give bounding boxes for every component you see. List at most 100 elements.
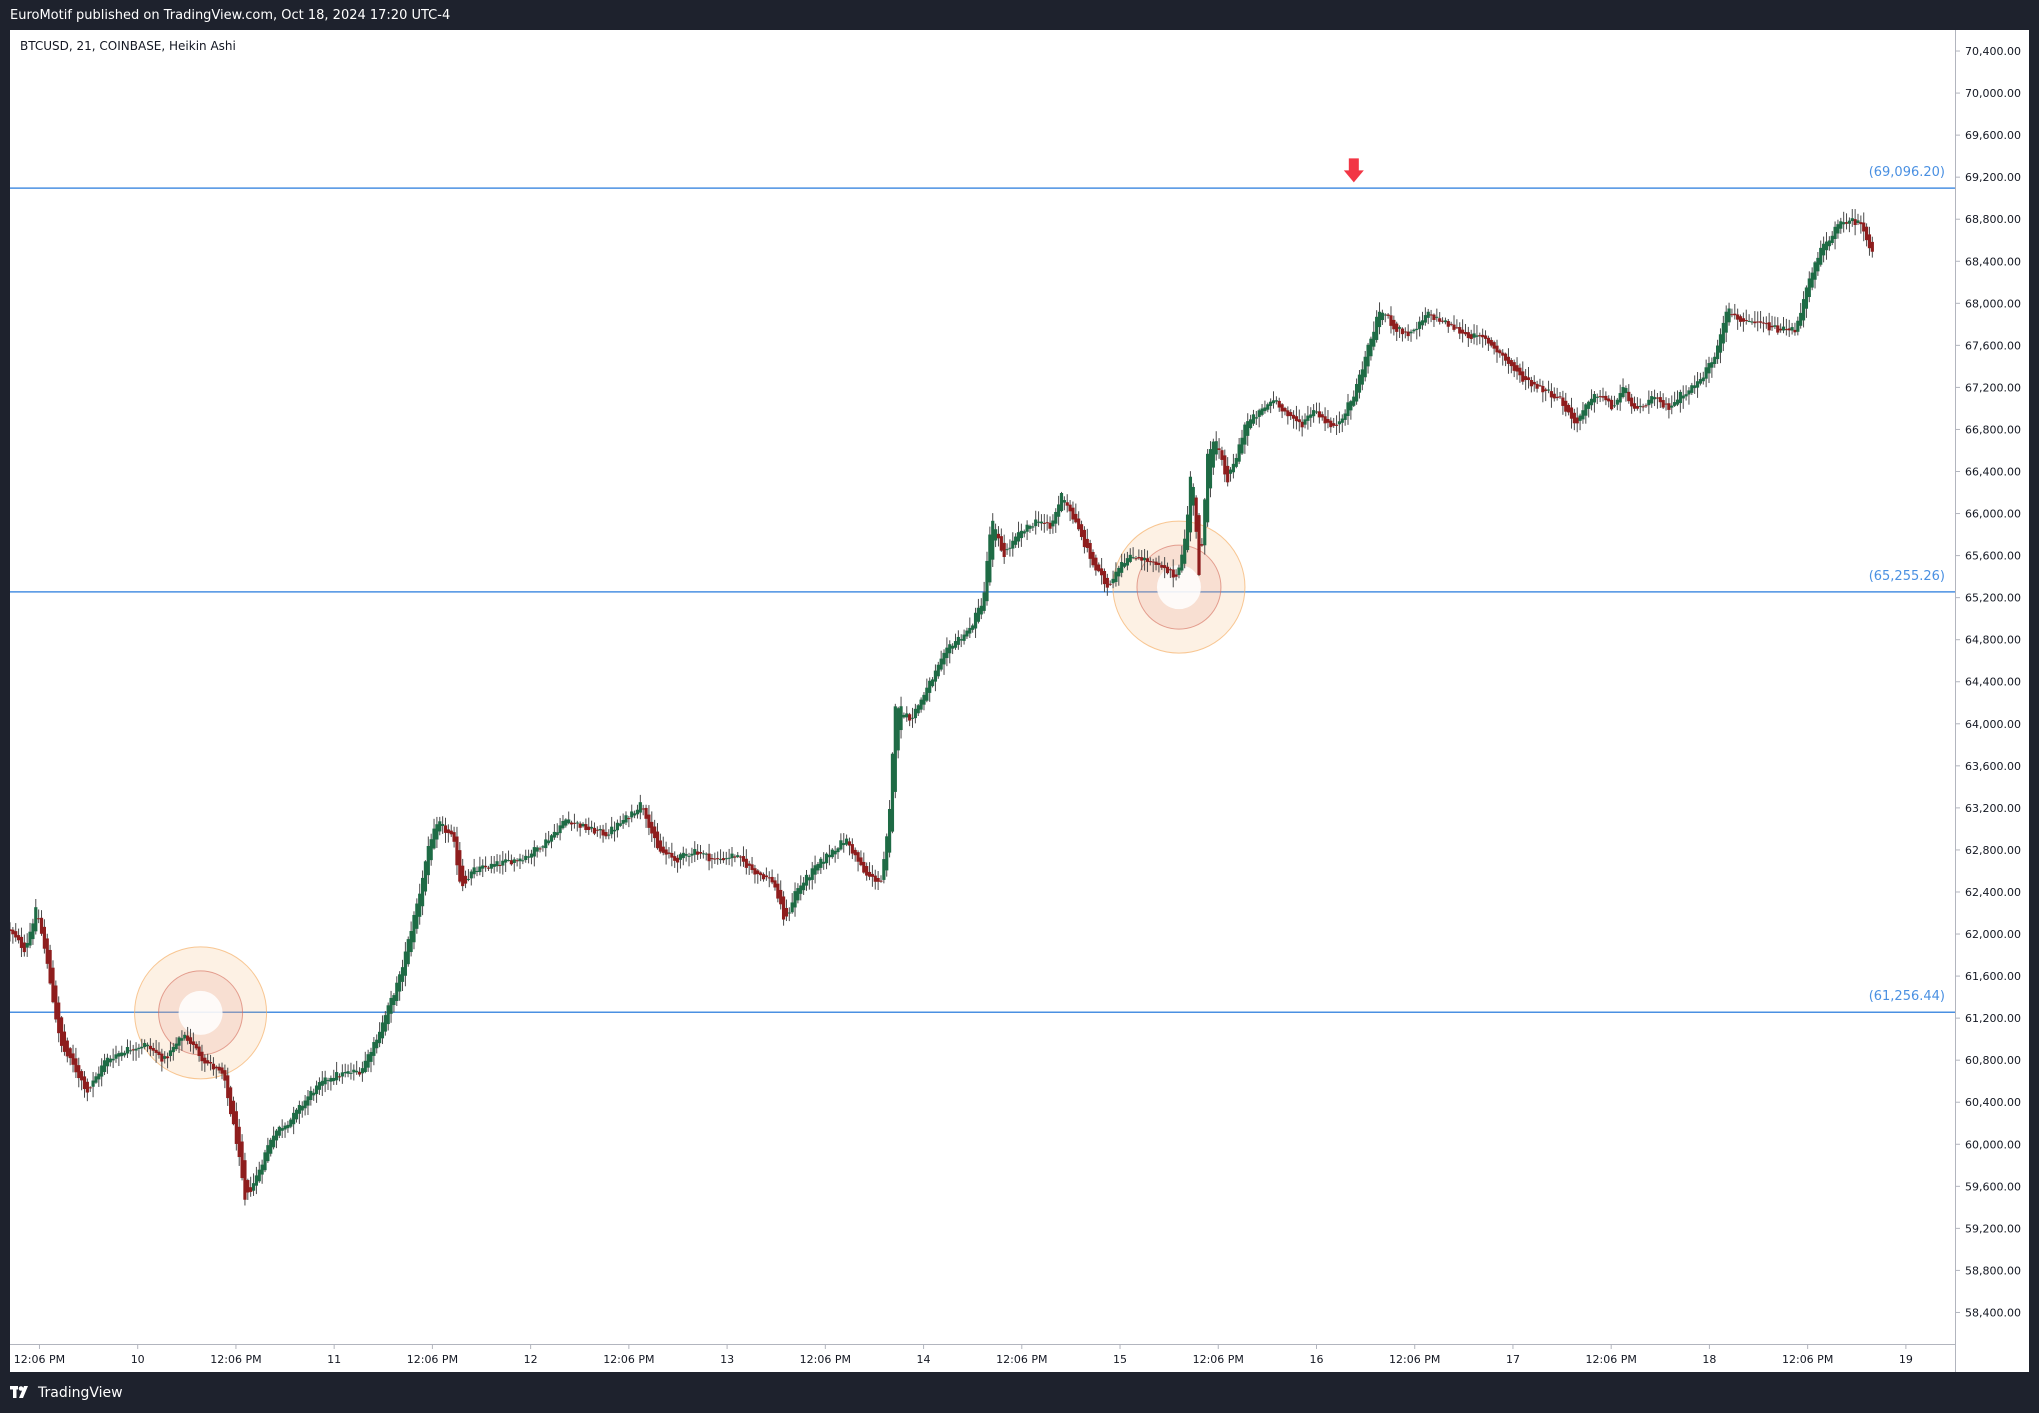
candle-down[interactable] — [1002, 534, 1006, 564]
candle-down[interactable] — [1174, 569, 1178, 581]
candle-down[interactable] — [88, 1086, 92, 1092]
candle-down[interactable] — [1483, 330, 1488, 346]
candle-down[interactable] — [1575, 407, 1579, 433]
candle-up[interactable] — [114, 1045, 118, 1063]
candle-up[interactable] — [1380, 309, 1384, 325]
candle-up[interactable] — [289, 1117, 293, 1129]
candle-up[interactable] — [1369, 336, 1373, 361]
candle-up[interactable] — [1185, 505, 1190, 553]
candle-down[interactable] — [10, 922, 12, 942]
candle-down[interactable] — [1074, 503, 1078, 524]
candle-down[interactable] — [1632, 396, 1637, 412]
candle-down[interactable] — [1495, 339, 1499, 363]
candle-up[interactable] — [1011, 532, 1015, 557]
candle-up[interactable] — [1587, 400, 1591, 418]
candle-down[interactable] — [1658, 391, 1662, 408]
candle-up[interactable] — [346, 1064, 350, 1078]
candle-up[interactable] — [1014, 533, 1018, 548]
candle-up[interactable] — [300, 1101, 304, 1118]
candle-down[interactable] — [1452, 315, 1456, 332]
candle-down[interactable] — [1077, 511, 1081, 532]
candle-up[interactable] — [985, 551, 989, 606]
candle-up[interactable] — [423, 860, 428, 896]
candle-up[interactable] — [123, 1050, 127, 1058]
candle-up[interactable] — [1274, 396, 1278, 405]
candle-up[interactable] — [251, 1173, 256, 1196]
candle-down[interactable] — [908, 712, 912, 727]
candle-down[interactable] — [1864, 223, 1869, 247]
candle-up[interactable] — [380, 1015, 385, 1045]
candle-up[interactable] — [590, 820, 594, 833]
candle-up[interactable] — [28, 922, 32, 949]
candle-down[interactable] — [191, 1032, 195, 1054]
candle-up[interactable] — [335, 1061, 339, 1085]
candle-up[interactable] — [1034, 510, 1038, 535]
candle-up[interactable] — [704, 852, 708, 861]
candle-up[interactable] — [1240, 429, 1244, 455]
candle-down[interactable] — [357, 1067, 362, 1077]
candle-up[interactable] — [1008, 539, 1012, 557]
candle-down[interactable] — [1332, 417, 1336, 428]
candle-down[interactable] — [1042, 514, 1046, 533]
candle-up[interactable] — [1237, 437, 1241, 465]
candle-up[interactable] — [1592, 391, 1597, 413]
candle-up[interactable] — [1234, 453, 1238, 469]
candle-up[interactable] — [1028, 524, 1032, 533]
candle-up[interactable] — [400, 959, 405, 992]
candle-down[interactable] — [1440, 317, 1445, 324]
candle-up[interactable] — [1211, 438, 1215, 475]
candle-up[interactable] — [684, 848, 688, 862]
candle-down[interactable] — [1200, 538, 1204, 547]
candle-up[interactable] — [687, 852, 691, 867]
candle-up[interactable] — [902, 712, 906, 719]
candle-down[interactable] — [1463, 323, 1468, 337]
candle-down[interactable] — [16, 928, 21, 944]
candle-down[interactable] — [1461, 319, 1465, 343]
candle-down[interactable] — [1277, 397, 1281, 412]
candle-up[interactable] — [415, 898, 419, 934]
candle-up[interactable] — [893, 703, 897, 799]
candle-up[interactable] — [360, 1061, 365, 1082]
candle-up[interactable] — [953, 633, 958, 650]
candle-down[interactable] — [1392, 315, 1396, 336]
candle-up[interactable] — [610, 816, 614, 839]
candle-up[interactable] — [1337, 411, 1342, 434]
candle-up[interactable] — [1263, 400, 1267, 414]
candle-down[interactable] — [721, 851, 726, 864]
candle-down[interactable] — [1844, 213, 1849, 230]
candle-down[interactable] — [1506, 348, 1511, 374]
candle-down[interactable] — [1601, 387, 1605, 402]
candle-up[interactable] — [1312, 404, 1316, 423]
candle-up[interactable] — [813, 855, 817, 884]
candle-up[interactable] — [956, 630, 960, 650]
candle-up[interactable] — [951, 643, 955, 655]
candle-up[interactable] — [1254, 410, 1258, 425]
candle-down[interactable] — [1761, 316, 1766, 333]
candle-down[interactable] — [1501, 349, 1505, 366]
candle-up[interactable] — [168, 1041, 173, 1062]
candle-up[interactable] — [819, 856, 823, 874]
candle-down[interactable] — [747, 860, 751, 875]
candle-up[interactable] — [1750, 317, 1754, 325]
candle-up[interactable] — [890, 752, 895, 834]
candle-up[interactable] — [971, 623, 975, 633]
candle-up[interactable] — [1228, 467, 1233, 482]
candle-up[interactable] — [555, 823, 559, 838]
candle-up[interactable] — [438, 816, 442, 836]
candle-up[interactable] — [340, 1064, 344, 1084]
candle-down[interactable] — [1048, 516, 1052, 535]
candle-down[interactable] — [850, 838, 854, 860]
candle-down[interactable] — [1458, 322, 1462, 340]
candle-up[interactable] — [521, 854, 525, 865]
candle-down[interactable] — [867, 862, 872, 881]
candle-up[interactable] — [1710, 357, 1714, 378]
candle-down[interactable] — [1736, 308, 1740, 330]
candle-up[interactable] — [796, 883, 800, 904]
candle-up[interactable] — [693, 841, 697, 863]
candle-up[interactable] — [547, 830, 551, 846]
candle-up[interactable] — [612, 821, 617, 842]
candle-up[interactable] — [481, 859, 485, 878]
candle-up[interactable] — [332, 1069, 336, 1085]
candle-down[interactable] — [1105, 573, 1109, 596]
candle-down[interactable] — [452, 826, 456, 848]
